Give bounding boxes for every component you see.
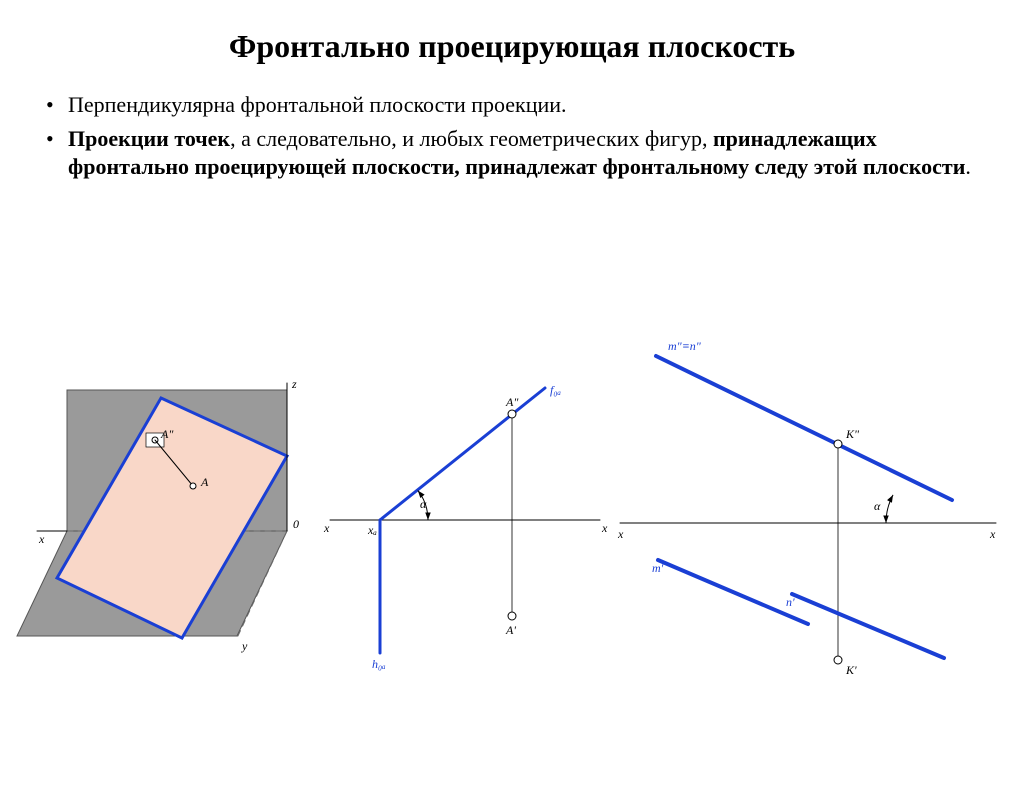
svg-text:K": K" — [845, 427, 860, 441]
bullet-2: Проекции точек, а следовательно, и любых… — [40, 125, 984, 181]
svg-text:x: x — [989, 527, 996, 541]
svg-text:f₀ₐ: f₀ₐ — [550, 383, 562, 397]
svg-text:x: x — [323, 521, 330, 535]
svg-text:x: x — [38, 532, 45, 546]
diagram-monge-lines: x x m"≡n" K" α m' n' K' — [608, 338, 1008, 678]
svg-text:x: x — [601, 521, 608, 535]
diagram-3d: z x y 0 A A" — [12, 378, 312, 678]
svg-text:K': K' — [845, 663, 857, 677]
bullet-1: Перпендикулярна фронтальной плоскости пр… — [40, 91, 984, 119]
svg-text:0: 0 — [293, 517, 299, 531]
bullet-2-end: . — [965, 154, 971, 179]
svg-text:m': m' — [652, 561, 664, 575]
svg-text:x: x — [617, 527, 624, 541]
svg-text:A': A' — [505, 623, 516, 637]
svg-text:A: A — [200, 475, 209, 489]
diagrams-area: zxy0AA" xxxₐf₀ₐh₀ₐαA"A' xxm"≡n"K"αm'n'K' — [0, 338, 1024, 758]
svg-text:y: y — [241, 639, 248, 653]
svg-text:A": A" — [505, 395, 519, 409]
bullet-2-bold1: Проекции точек — [68, 126, 230, 151]
svg-text:m"≡n": m"≡n" — [668, 339, 702, 353]
svg-text:n': n' — [786, 595, 795, 609]
svg-text:h₀ₐ: h₀ₐ — [372, 657, 386, 671]
svg-text:z: z — [291, 378, 297, 391]
svg-text:A": A" — [160, 427, 174, 441]
bullet-2-mid: , а следовательно, и любых геометрически… — [230, 126, 713, 151]
svg-text:xₐ: xₐ — [367, 523, 377, 537]
diagram-monge-trace: x x xₐ f₀ₐ h₀ₐ α A" A' — [320, 368, 610, 688]
svg-text:α: α — [874, 499, 881, 513]
bullet-1-text: Перпендикулярна фронтальной плоскости пр… — [68, 92, 567, 117]
svg-text:α: α — [420, 497, 427, 511]
bullet-list: Перпендикулярна фронтальной плоскости пр… — [40, 91, 984, 181]
page-title: Фронтально проецирующая плоскость — [0, 28, 1024, 65]
